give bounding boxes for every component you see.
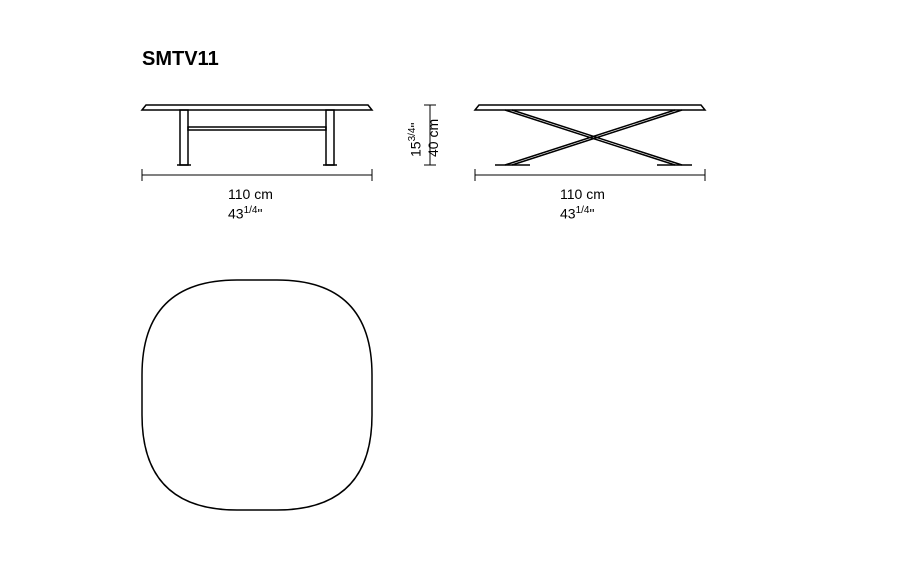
height-in-frac: 3/4 xyxy=(407,128,418,142)
side-width-in: 431/4" xyxy=(560,205,594,222)
height-in: 153/4" xyxy=(407,123,424,157)
drawing-svg xyxy=(0,0,900,570)
front-width-in: 431/4" xyxy=(228,205,262,222)
height-in-whole: 15 xyxy=(408,141,424,157)
front-in-whole: 43 xyxy=(228,206,244,222)
side-in-whole: 43 xyxy=(560,206,576,222)
height-cm: 40 cm xyxy=(425,119,441,157)
side-in-frac: 1/4 xyxy=(576,205,590,216)
front-width-cm: 110 cm xyxy=(228,186,273,202)
side-width-cm: 110 cm xyxy=(560,186,605,202)
side-in-suffix: " xyxy=(589,206,594,222)
front-in-suffix: " xyxy=(257,206,262,222)
technical-drawing: SMTV11 110 cm 431/4" 110 cm 431/4" 40 cm… xyxy=(0,0,900,570)
front-in-frac: 1/4 xyxy=(244,205,258,216)
height-in-suffix: " xyxy=(408,123,424,128)
